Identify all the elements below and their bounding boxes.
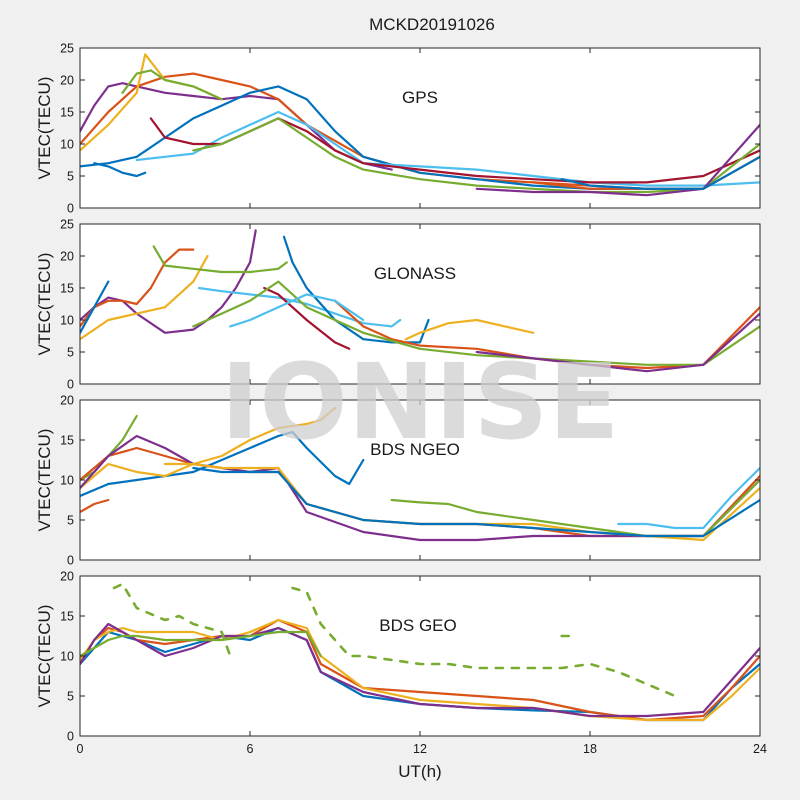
x-tick-label: 6 [247, 742, 254, 756]
y-tick-label: 10 [60, 474, 74, 488]
series-line-4 [80, 630, 322, 658]
plot-area [80, 576, 760, 736]
series-line-8 [404, 318, 535, 341]
y-tick-label: 5 [67, 514, 74, 528]
series-line-7 [617, 466, 760, 530]
series-line-11 [475, 312, 760, 373]
panel-annotation: GLONASS [374, 264, 456, 283]
panel-annotation: BDS GEO [379, 616, 456, 635]
y-axis-label: VTEC(TECU) [35, 429, 54, 532]
series-line-6 [282, 235, 430, 344]
series-line-4 [80, 434, 760, 542]
series-line-3 [80, 622, 760, 718]
y-tick-label: 5 [67, 346, 74, 360]
y-axis-label: VTEC(TECU) [35, 605, 54, 708]
series-line-5 [135, 110, 760, 187]
panel-1: 0 5 10 15 20 25 VTEC(TECU) GLONASS [35, 218, 761, 392]
series-line-2 [80, 254, 209, 341]
series-group [80, 53, 760, 197]
series-line-10 [192, 280, 760, 366]
y-tick-label: 10 [60, 650, 74, 664]
y-tick-label: 0 [67, 554, 74, 568]
watermark: IONISE [221, 341, 620, 463]
panel-annotation: BDS NGEO [370, 440, 460, 459]
series-line-6 [149, 117, 760, 184]
panel-0: 0 5 10 15 20 25 VTEC(TECU) GPS [35, 42, 761, 216]
series-line-3 [152, 245, 288, 274]
series-line-7 [333, 299, 760, 370]
series-line-0 [80, 430, 365, 498]
series-line-7 [93, 162, 147, 178]
y-tick-label: 10 [60, 314, 74, 328]
series-group [80, 229, 760, 373]
panel-2: 0 5 10 15 20 VTEC(TECU) BDS NGEO [35, 394, 761, 568]
y-tick-label: 20 [60, 570, 74, 584]
y-tick-label: 15 [60, 106, 74, 120]
y-tick-label: 25 [60, 218, 74, 232]
plot-area [80, 400, 760, 560]
series-line-4 [80, 85, 705, 190]
y-tick-label: 10 [60, 138, 74, 152]
series-line-9 [263, 286, 351, 350]
panel-3: 0 5 10 15 20 0 6 12 18 24 VTEC(TECU) BDS GEO [35, 570, 767, 757]
y-tick-label: 20 [60, 74, 74, 88]
series-group [80, 406, 760, 542]
y-axis-label: VTEC(TECU) [35, 253, 54, 356]
series-line-9 [475, 123, 760, 197]
y-tick-label: 5 [67, 170, 74, 184]
series-line-5 [80, 498, 110, 514]
y-tick-label: 0 [67, 730, 74, 744]
panel-annotation: GPS [402, 88, 438, 107]
y-tick-label: 20 [60, 394, 74, 408]
y-tick-label: 0 [67, 202, 74, 216]
series-line-0 [80, 229, 257, 334]
y-tick-label: 15 [60, 282, 74, 296]
series-line-12 [229, 293, 365, 328]
series-line-9 [192, 466, 760, 538]
plot-area [80, 48, 760, 208]
series-line-5 [197, 286, 402, 328]
y-tick-label: 25 [60, 42, 74, 56]
series-line-2 [80, 618, 760, 722]
series-line-11 [560, 155, 760, 190]
y-tick-label: 5 [67, 690, 74, 704]
x-tick-label: 0 [77, 742, 84, 756]
series-line-6 [291, 586, 677, 698]
x-tick-label: 18 [583, 742, 597, 756]
series-line-8 [192, 117, 760, 194]
x-tick-label: 12 [413, 742, 427, 756]
series-group [80, 582, 760, 722]
y-tick-label: 0 [67, 378, 74, 392]
y-tick-label: 15 [60, 434, 74, 448]
series-line-1 [80, 72, 648, 190]
y-tick-label: 20 [60, 250, 74, 264]
figure-title: MCKD20191026 [369, 15, 495, 34]
series-line-1 [80, 406, 337, 490]
series-line-4 [80, 280, 110, 334]
x-axis-label: UT(h) [398, 762, 441, 781]
y-tick-label: 15 [60, 610, 74, 624]
series-line-1 [80, 248, 195, 328]
x-tick-label: 24 [753, 742, 767, 756]
y-axis-label: VTEC(TECU) [35, 77, 54, 180]
series-line-3 [121, 69, 223, 101]
